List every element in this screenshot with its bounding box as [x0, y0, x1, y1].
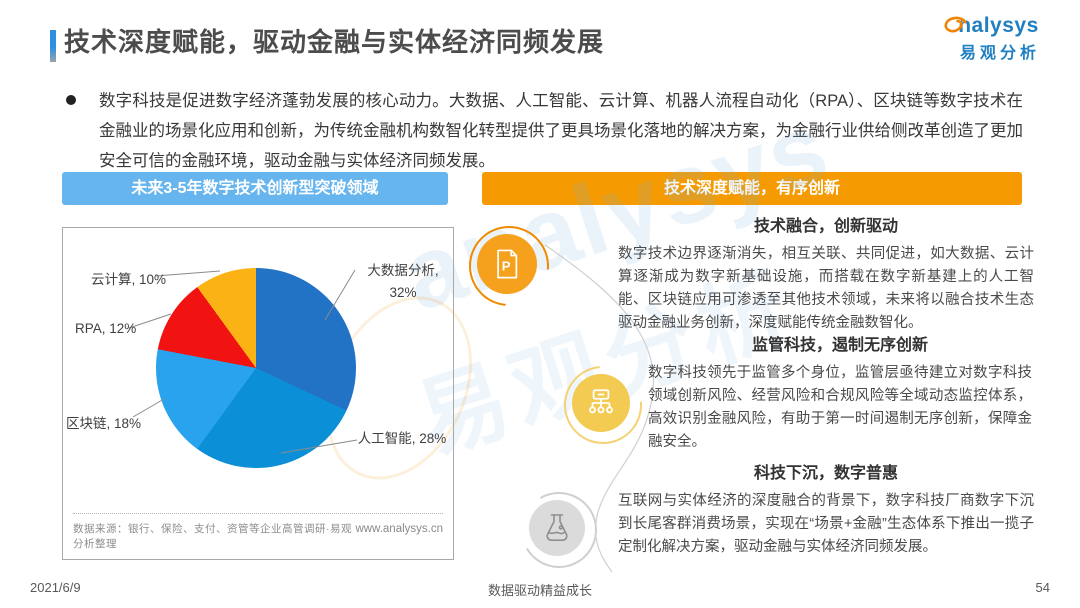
pie-chart-panel: 云计算, 10% RPA, 12% 区块链, 18% 大数据分析, 32% 人工…	[62, 227, 454, 560]
document-p-icon: P	[477, 234, 537, 294]
pie-label-blockchain: 区块链, 18%	[66, 416, 142, 431]
section-tech-inclusion: 科技下沉，数字普惠 互联网与实体经济的深度融合的背景下，数字科技厂商数字下沉到长…	[618, 459, 1034, 559]
intro-paragraph: 数字科技是促进数字经济蓬勃发展的核心动力。大数据、人工智能、云计算、机器人流程自…	[99, 92, 1023, 170]
pie-label-cloud: 云计算, 10%	[91, 272, 167, 287]
flask-icon	[529, 500, 585, 556]
logo-swirl-icon	[944, 16, 967, 33]
analysys-url[interactable]: www.analysys.cn	[355, 523, 443, 535]
pie-label-ai: 人工智能, 28%	[357, 431, 447, 446]
left-section-banner: 未来3-5年数字技术创新型突破领域	[62, 172, 448, 205]
org-chart-icon	[572, 374, 630, 432]
pie-label-rpa: RPA, 12%	[75, 321, 137, 336]
page-title: 技术深度赋能，驱动金融与实体经济同频发展	[64, 27, 605, 57]
section-tech-fusion: 技术融合，创新驱动 数字技术边界逐渐消失，相互关联、共同促进，如大数据、云计算逐…	[618, 212, 1034, 335]
section-heading: 技术融合，创新驱动	[753, 218, 898, 235]
right-section-banner: 技术深度赋能，有序创新	[482, 172, 1022, 205]
footer-page-number: 54	[1035, 580, 1050, 595]
section-regtech: 监管科技，遏制无序创新 数字科技领先于监管多个身位，监管层亟待建立对数字科技领域…	[648, 331, 1032, 454]
chart-source-row: 数据来源：银行、保险、支付、资管等企业高管调研·易观分析整理 www.analy…	[73, 513, 443, 551]
pie-label-bigdata: 大数据分析, 32%	[367, 263, 439, 300]
pie-chart	[156, 268, 356, 468]
bullet-icon	[66, 95, 76, 105]
title-accent-bar	[50, 30, 56, 62]
section-body: 数字技术边界逐渐消失，相互关联、共同促进，如大数据、云计算逐渐成为数字新基础设施…	[618, 246, 1034, 331]
footer-date: 2021/6/9	[30, 580, 81, 595]
section-body: 互联网与实体经济的深度融合的背景下，数字科技厂商数字下沉到长尾客群消费场景，实现…	[618, 493, 1034, 555]
section-heading: 监管科技，遏制无序创新	[751, 337, 928, 354]
chart-source-note: 数据来源：银行、保险、支付、资管等企业高管调研·易观分析整理	[73, 523, 352, 550]
section-body: 数字科技领先于监管多个身位，监管层亟待建立对数字科技领域创新风险、经营风险和合规…	[648, 365, 1032, 450]
footer-motto: 数据驱动精益成长	[487, 583, 592, 598]
section-heading: 科技下沉，数字普惠	[753, 465, 898, 482]
logo-wordmark: analysys	[944, 14, 1066, 38]
svg-text:P: P	[502, 259, 511, 274]
footer: 2021/6/9 数据驱动精益成长 54	[0, 580, 1080, 598]
logo-zh-text: 易观分析	[960, 45, 1041, 62]
analysys-logo: analysys 易观分析	[944, 14, 1066, 63]
